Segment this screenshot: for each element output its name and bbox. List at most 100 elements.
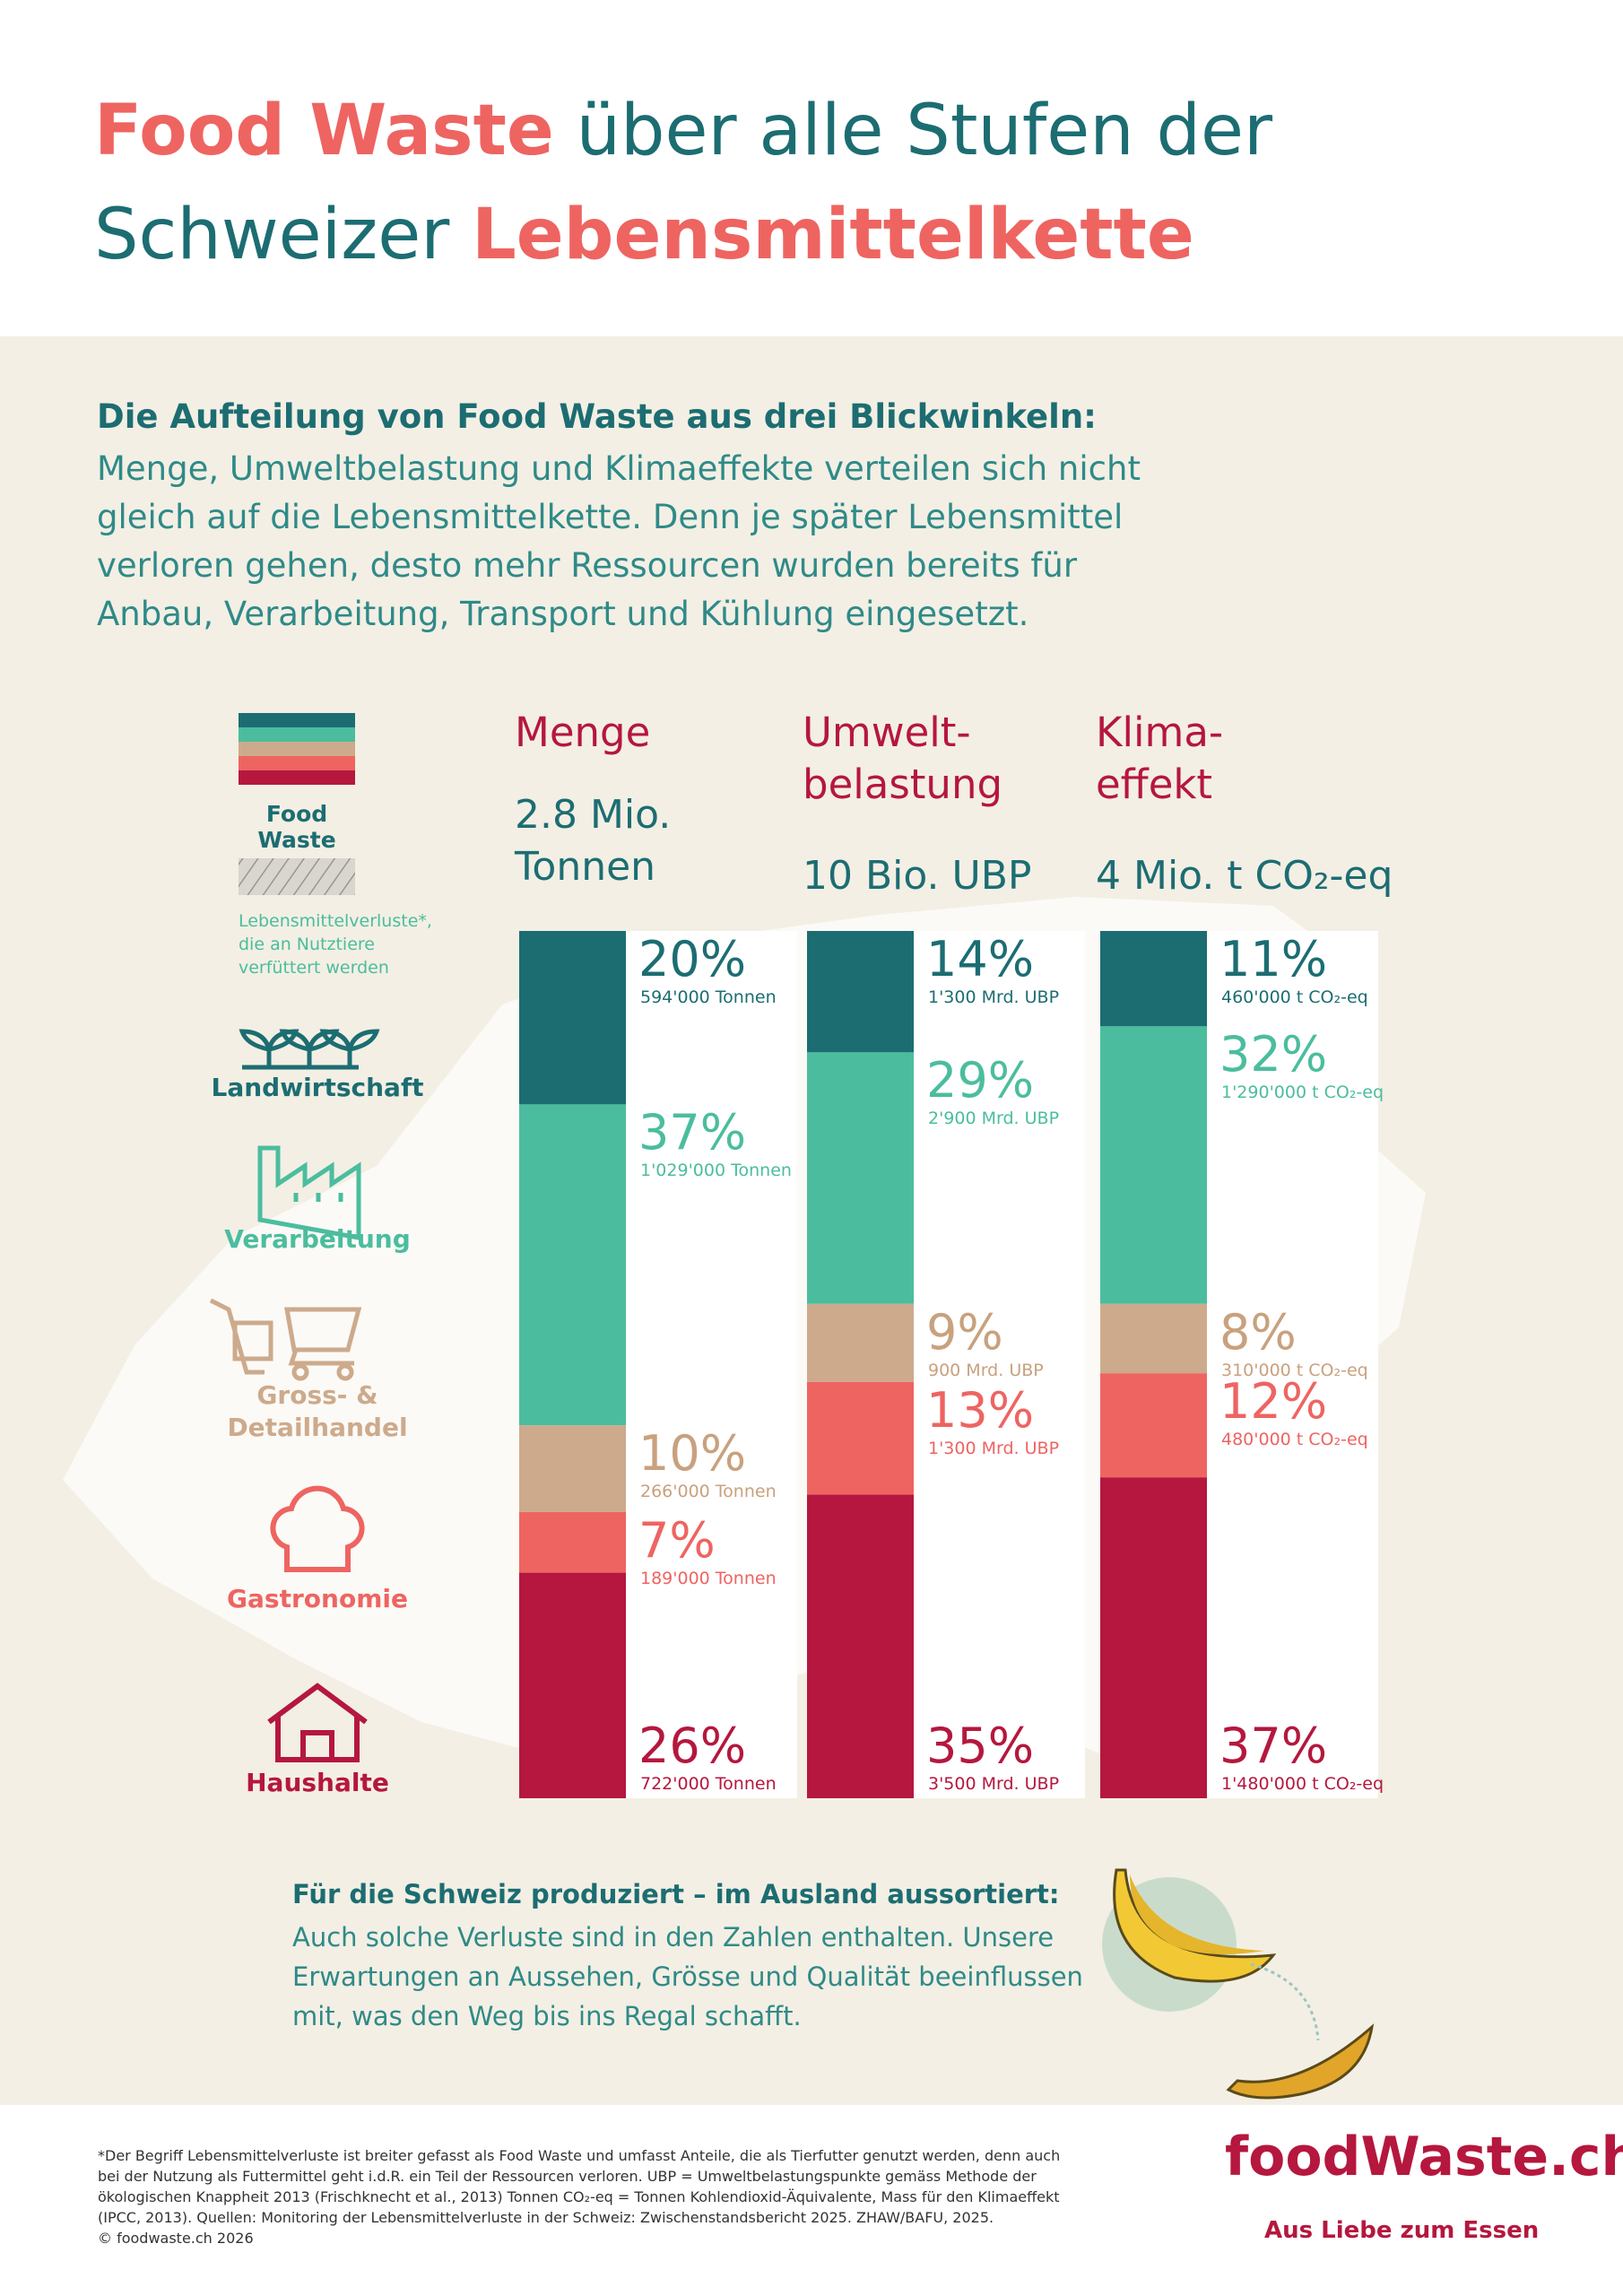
bar-segment — [519, 1572, 626, 1798]
value-label: 20% — [638, 931, 747, 987]
bar-segment — [807, 931, 914, 1053]
footnote-line: *Der Begriff Lebensmittelverluste ist br… — [98, 2147, 1061, 2164]
footnote-line: (IPCC, 2013). Quellen: Monitoring der Le… — [98, 2209, 994, 2226]
footnote-line: bei der Nutzung als Futtermittel geht i.… — [98, 2168, 1037, 2185]
value-label: 9% — [926, 1303, 1003, 1361]
value-label: 8% — [1219, 1303, 1297, 1361]
legend-swatch — [239, 770, 355, 785]
legend-loss-line: Lebensmittelverluste*, — [239, 911, 432, 931]
amount-label: 594'000 Tonnen — [640, 987, 777, 1007]
footnote-line: ökologischen Knappheit 2013 (Frischknech… — [98, 2188, 1060, 2205]
amount-label: 1'300 Mrd. UBP — [928, 987, 1060, 1007]
value-label: 7% — [638, 1511, 716, 1569]
title-part: Lebensmittelkette — [472, 195, 1194, 275]
icon-household — [267, 1683, 368, 1762]
value-label: 11% — [1219, 931, 1328, 987]
legend-entry: Haushalte — [246, 1768, 389, 1797]
column-total: 2.8 Mio. Tonnen — [515, 792, 672, 890]
bottom-body: Auch solche Verluste sind in den Zahlen … — [292, 1918, 1083, 2036]
bottom-line: Erwartungen an Aussehen, Grösse und Qual… — [292, 1961, 1083, 1992]
intro-line: Anbau, Verarbeitung, Transport und Kühlu… — [97, 595, 1029, 633]
amount-label: 1'290'000 t CO₂-eq — [1221, 1083, 1384, 1103]
bar-segment — [519, 1104, 626, 1426]
bar-segment — [807, 1052, 914, 1304]
value-label: 13% — [926, 1381, 1035, 1439]
intro-body: Menge, Umweltbelastung und Klimaeffekte … — [97, 445, 1141, 639]
value-label: 37% — [638, 1104, 747, 1161]
legend-loss-label: Lebensmittelverluste*, die an Nutztiere ve… — [239, 909, 432, 979]
arrow — [1250, 1962, 1320, 2041]
footnote-line: © foodwaste.ch 2026 — [98, 2230, 254, 2247]
amount-label: 189'000 Tonnen — [640, 1568, 777, 1588]
legend-entry: Landwirtschaft — [211, 1073, 424, 1102]
legend-label: Food Waste — [257, 801, 336, 853]
legend-loss-line: die an Nutztiere — [239, 935, 375, 954]
bar-segment — [519, 931, 626, 1105]
amount-label: 900 Mrd. UBP — [928, 1360, 1044, 1380]
banana-fresh-shade — [1130, 1874, 1264, 1954]
value-label: 10% — [638, 1425, 747, 1483]
intro-heading: Die Aufteilung von Food Waste aus drei B… — [97, 397, 1097, 436]
column-header: Klima- effekt — [1096, 709, 1224, 808]
amount-label: 460'000 t CO₂-eq — [1221, 987, 1368, 1007]
legend-loss-line: verfüttert werden — [239, 958, 389, 978]
amount-label: 1'300 Mrd. UBP — [928, 1438, 1060, 1458]
intro-line: Menge, Umweltbelastung und Klimaeffekte … — [97, 449, 1141, 488]
value-label: 12% — [1219, 1373, 1328, 1431]
column-header: Umwelt- belastung — [803, 709, 1003, 808]
legend-entry: Verarbeitung — [224, 1224, 411, 1254]
legend-entry: Gastronomie — [227, 1584, 408, 1613]
title-part: über alle Stufen der — [553, 91, 1273, 171]
banana-old — [1226, 2023, 1375, 2100]
icon-farming — [239, 1029, 380, 1070]
tagline: Aus Liebe zum Essen — [1264, 2217, 1540, 2244]
column-header: Menge — [515, 709, 651, 756]
bottom-line: mit, was den Weg bis ins Regal schafft. — [292, 2001, 802, 2031]
bar-segment — [1100, 931, 1207, 1027]
value-label: 26% — [638, 1718, 747, 1774]
logo: foodWaste.ch — [1225, 2126, 1623, 2188]
legend-swatch — [239, 713, 355, 727]
value-label: 35% — [926, 1718, 1035, 1774]
bar-segment — [1100, 1026, 1207, 1304]
bar-segment — [1100, 1303, 1207, 1374]
value-label: 29% — [926, 1052, 1035, 1109]
amount-label: 722'000 Tonnen — [640, 1774, 777, 1794]
title-part: Food Waste — [94, 91, 554, 171]
value-label: 37% — [1219, 1718, 1328, 1774]
legend-swatch — [239, 727, 355, 742]
amount-label: 266'000 Tonnen — [640, 1482, 777, 1502]
amount-label: 3'500 Mrd. UBP — [928, 1774, 1060, 1794]
legend-swatch-hatched — [239, 858, 355, 895]
icon-gastronomy — [270, 1485, 365, 1572]
amount-label: 1'029'000 Tonnen — [640, 1161, 792, 1181]
intro-line: verloren gehen, desto mehr Ressourcen wu… — [97, 546, 1078, 585]
amount-label: 2'900 Mrd. UBP — [928, 1109, 1060, 1129]
amount-label: 310'000 t CO₂-eq — [1221, 1360, 1368, 1380]
legend-swatch — [239, 756, 355, 770]
bar-segment — [519, 1511, 626, 1573]
icon-processing — [257, 1145, 361, 1240]
value-label: 32% — [1219, 1026, 1328, 1083]
icon-retail — [209, 1298, 362, 1381]
footnotes: *Der Begriff Lebensmittelverluste ist br… — [98, 2145, 1060, 2248]
legend-entry: Gross- & Detailhandel — [227, 1380, 408, 1442]
amount-label: 1'480'000 t CO₂-eq — [1221, 1774, 1384, 1794]
bar-segment — [1100, 1373, 1207, 1478]
amount-label: 480'000 t CO₂-eq — [1221, 1430, 1368, 1450]
legend-swatch — [239, 742, 355, 756]
column-total: 10 Bio. UBP — [803, 853, 1032, 899]
bar-segment — [1100, 1477, 1207, 1798]
title: Food Waste über alle Stufen der Schweizer… — [94, 79, 1272, 287]
bottom-line: Auch solche Verluste sind in den Zahlen … — [292, 1922, 1055, 1952]
bar-segment — [807, 1494, 914, 1798]
value-label: 14% — [926, 931, 1035, 987]
bottom-heading: Für die Schweiz produziert – im Ausland … — [292, 1879, 1060, 1909]
bar-segment — [807, 1303, 914, 1382]
title-part: Schweizer — [94, 195, 473, 275]
bar-segment — [807, 1381, 914, 1495]
intro-line: gleich auf die Lebensmittelkette. Denn j… — [97, 498, 1124, 536]
column-total: 4 Mio. t CO₂-eq — [1096, 853, 1393, 899]
